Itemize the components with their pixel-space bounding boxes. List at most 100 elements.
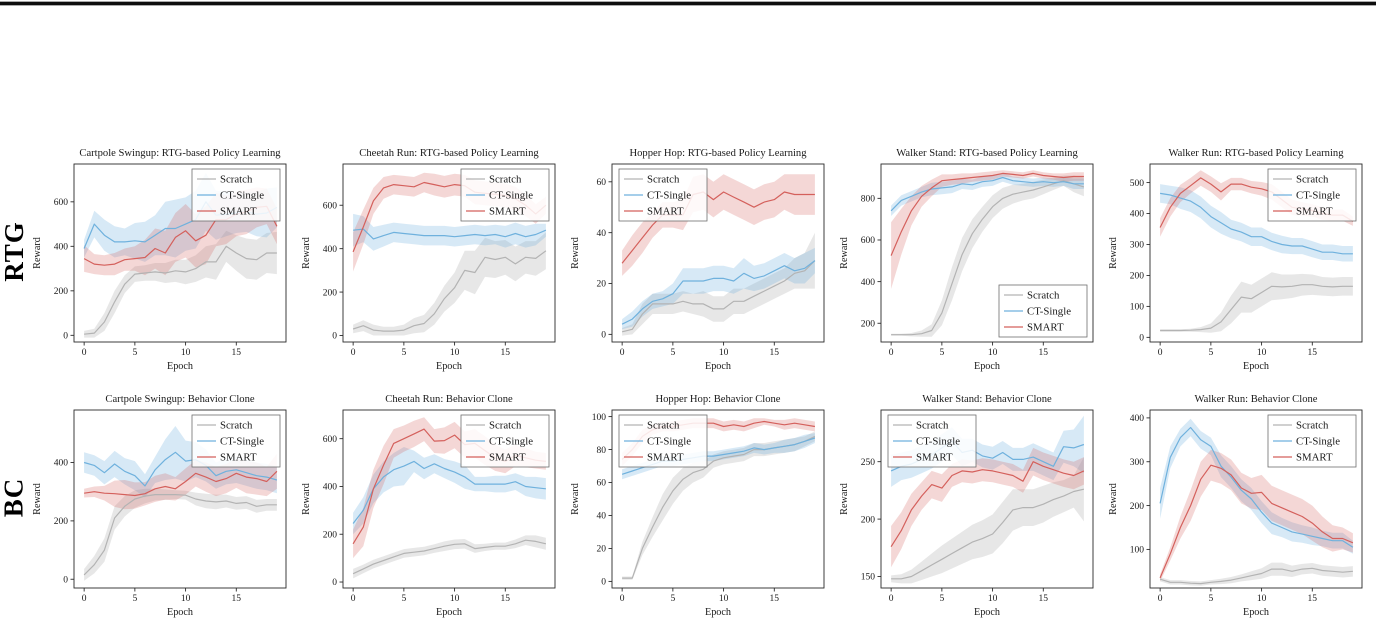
svg-text:15: 15 bbox=[501, 594, 511, 604]
svg-text:Epoch: Epoch bbox=[705, 607, 731, 618]
svg-text:400: 400 bbox=[323, 245, 338, 255]
svg-text:0: 0 bbox=[889, 348, 894, 358]
svg-text:SMART: SMART bbox=[647, 452, 684, 464]
svg-text:5: 5 bbox=[1208, 348, 1213, 358]
chart-hopper-hop-rtg: 0 5 10 15 0 20 40 60 Hopper Hop: RTG-based Polic… bbox=[566, 144, 835, 387]
row-label-bc-text: BC bbox=[0, 477, 29, 518]
row-label-rtg-text: RTG bbox=[0, 221, 29, 282]
svg-text:0: 0 bbox=[601, 578, 606, 588]
svg-text:CT-Single: CT-Single bbox=[220, 436, 264, 448]
svg-text:200: 200 bbox=[323, 530, 338, 540]
svg-text:5: 5 bbox=[132, 348, 137, 358]
svg-text:Scratch: Scratch bbox=[489, 420, 522, 432]
svg-text:SMART: SMART bbox=[1296, 206, 1333, 218]
chart-walker-run-bc: 0 5 10 15 100 200 300 400 Walker Run: Behavior C… bbox=[1104, 390, 1373, 633]
svg-text:Reward: Reward bbox=[1108, 483, 1119, 515]
svg-text:Reward: Reward bbox=[839, 237, 850, 269]
plot-cartpole-swingup-bc: 0 5 10 15 0 200 400 Cartpole Swingup: Behavior … bbox=[32, 394, 287, 618]
chart-walker-stand-bc: 0 5 10 15 150 200 250 Walker Stand: Behavior Cl… bbox=[835, 390, 1104, 633]
svg-text:200: 200 bbox=[54, 287, 69, 297]
svg-text:200: 200 bbox=[323, 288, 338, 298]
plot-hopper-hop-bc: 0 5 10 15 0 20 40 60 80 100 Hopper Hop: Behavior C… bbox=[570, 394, 825, 618]
svg-text:Scratch: Scratch bbox=[916, 420, 949, 432]
svg-text:SMART: SMART bbox=[1027, 322, 1064, 334]
top-rule bbox=[0, 2, 1376, 5]
svg-text:Epoch: Epoch bbox=[705, 361, 731, 372]
svg-text:Epoch: Epoch bbox=[1243, 361, 1269, 372]
svg-text:Cheetah Run: Behavior Clone: Cheetah Run: Behavior Clone bbox=[385, 394, 513, 405]
svg-text:60: 60 bbox=[597, 479, 607, 489]
svg-text:600: 600 bbox=[861, 236, 876, 246]
svg-text:CT-Single: CT-Single bbox=[647, 190, 691, 202]
svg-text:5: 5 bbox=[939, 594, 944, 604]
svg-text:Epoch: Epoch bbox=[167, 607, 193, 618]
plot-walker-run-bc: 0 5 10 15 100 200 300 400 Walker Run: Behavior C… bbox=[1108, 394, 1363, 618]
svg-text:15: 15 bbox=[770, 594, 780, 604]
svg-text:10: 10 bbox=[450, 594, 460, 604]
svg-text:150: 150 bbox=[861, 573, 876, 583]
svg-text:0: 0 bbox=[63, 575, 68, 585]
svg-text:Reward: Reward bbox=[32, 237, 43, 269]
row-label-bc: BC bbox=[0, 390, 29, 633]
svg-text:250: 250 bbox=[861, 458, 876, 468]
svg-text:Epoch: Epoch bbox=[167, 361, 193, 372]
svg-text:Scratch: Scratch bbox=[1296, 420, 1329, 432]
svg-text:10: 10 bbox=[988, 594, 998, 604]
plot-walker-stand-bc: 0 5 10 15 150 200 250 Walker Stand: Behavior Cl… bbox=[839, 394, 1094, 618]
svg-text:200: 200 bbox=[861, 515, 876, 525]
svg-text:15: 15 bbox=[501, 348, 511, 358]
svg-text:CT-Single: CT-Single bbox=[489, 190, 533, 202]
svg-text:Hopper Hop: RTG-based Policy L: Hopper Hop: RTG-based Policy Learning bbox=[629, 148, 807, 159]
svg-text:Scratch: Scratch bbox=[647, 174, 680, 186]
svg-text:Scratch: Scratch bbox=[647, 420, 680, 432]
chart-cartpole-swingup-rtg: 0 5 10 15 0 200 400 600 Cartpole Swingup: RTG-ba… bbox=[28, 144, 297, 387]
svg-text:10: 10 bbox=[719, 348, 729, 358]
svg-text:CT-Single: CT-Single bbox=[916, 436, 960, 448]
svg-text:Epoch: Epoch bbox=[436, 607, 462, 618]
svg-text:SMART: SMART bbox=[1296, 452, 1333, 464]
svg-text:Cheetah Run: RTG-based Policy: Cheetah Run: RTG-based Policy Learning bbox=[359, 148, 539, 159]
figure-row-bc: BC 0 5 10 15 0 200 400 Cartpole Swingup: Behavi… bbox=[0, 390, 1373, 633]
svg-text:400: 400 bbox=[861, 278, 876, 288]
svg-text:Hopper Hop: Behavior Clone: Hopper Hop: Behavior Clone bbox=[655, 394, 780, 405]
svg-text:0: 0 bbox=[351, 348, 356, 358]
chart-hopper-hop-bc: 0 5 10 15 0 20 40 60 80 100 Hopper Hop: Behavior C… bbox=[566, 390, 835, 633]
svg-text:Scratch: Scratch bbox=[220, 174, 253, 186]
svg-text:400: 400 bbox=[1130, 414, 1145, 424]
svg-text:5: 5 bbox=[670, 594, 675, 604]
svg-text:CT-Single: CT-Single bbox=[1296, 436, 1340, 448]
chart-walker-run-rtg: 0 5 10 15 0 100 200 300 400 500 Walker Run: RTG-ba… bbox=[1104, 144, 1373, 387]
svg-text:CT-Single: CT-Single bbox=[1027, 306, 1071, 318]
svg-text:Reward: Reward bbox=[570, 483, 581, 515]
svg-text:0: 0 bbox=[601, 331, 606, 341]
svg-text:15: 15 bbox=[232, 594, 242, 604]
svg-text:5: 5 bbox=[670, 348, 675, 358]
plot-hopper-hop-rtg: 0 5 10 15 0 20 40 60 Hopper Hop: RTG-based Polic… bbox=[570, 148, 825, 372]
svg-text:0: 0 bbox=[1158, 348, 1163, 358]
svg-text:Epoch: Epoch bbox=[974, 361, 1000, 372]
svg-text:20: 20 bbox=[597, 280, 607, 290]
svg-text:100: 100 bbox=[1130, 546, 1145, 556]
plot-cartpole-swingup-rtg: 0 5 10 15 0 200 400 600 Cartpole Swingup: RTG-ba… bbox=[32, 148, 287, 372]
svg-text:5: 5 bbox=[401, 348, 406, 358]
svg-text:Cartpole Swingup: Behavior Clo: Cartpole Swingup: Behavior Clone bbox=[105, 394, 254, 405]
svg-text:15: 15 bbox=[1308, 348, 1318, 358]
svg-text:SMART: SMART bbox=[220, 206, 257, 218]
svg-text:SMART: SMART bbox=[916, 452, 953, 464]
svg-text:300: 300 bbox=[1130, 458, 1145, 468]
svg-text:300: 300 bbox=[1130, 241, 1145, 251]
svg-text:CT-Single: CT-Single bbox=[489, 436, 533, 448]
plot-walker-stand-rtg: 0 5 10 15 200 400 600 800 Walker Stand: RTG-base… bbox=[839, 148, 1094, 372]
svg-text:800: 800 bbox=[861, 195, 876, 205]
svg-text:Scratch: Scratch bbox=[489, 174, 522, 186]
svg-text:500: 500 bbox=[1130, 179, 1145, 189]
svg-text:Scratch: Scratch bbox=[1296, 174, 1329, 186]
svg-text:Scratch: Scratch bbox=[1027, 290, 1060, 302]
svg-text:600: 600 bbox=[54, 198, 69, 208]
svg-text:5: 5 bbox=[132, 594, 137, 604]
svg-text:10: 10 bbox=[719, 594, 729, 604]
svg-text:Walker Stand: Behavior Clone: Walker Stand: Behavior Clone bbox=[922, 394, 1052, 405]
plot-cheetah-run-rtg: 0 5 10 15 0 200 400 600 Cheetah Run: RTG-based P… bbox=[301, 148, 556, 372]
svg-text:0: 0 bbox=[332, 578, 337, 588]
